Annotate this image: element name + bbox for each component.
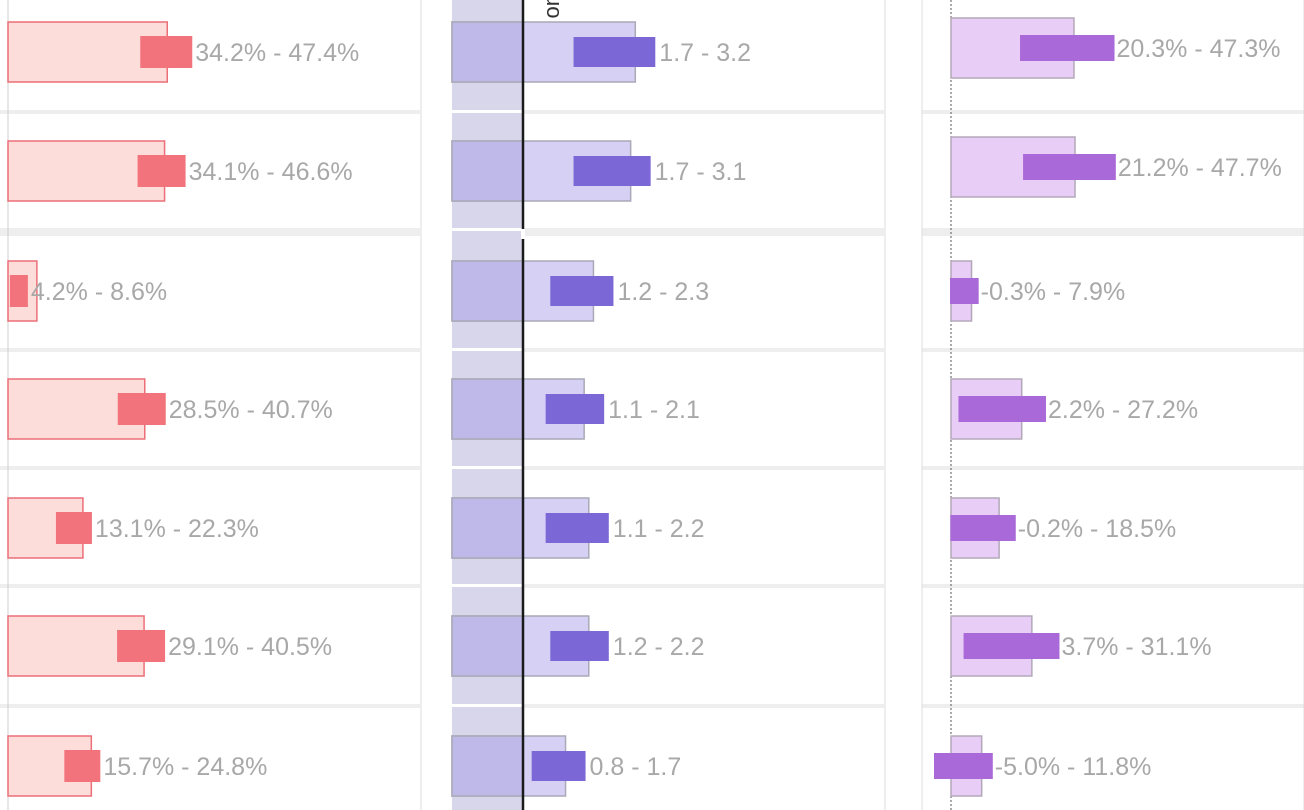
right-panel: 20.3% - 47.3% 21.2% - 47.7% -0.3% - 7.9% 2.…: [934, 0, 1282, 810]
row-separator: [922, 228, 1304, 236]
row-separator: [452, 584, 884, 588]
ratio-outer-bar-left: [451, 260, 524, 322]
diff-inner-bar: [949, 278, 979, 304]
data-label: 21.2% - 47.7%: [1118, 154, 1282, 182]
diff-inner-bar: [934, 753, 993, 779]
data-label: 1.7 - 3.2: [659, 39, 751, 67]
band-separator: [452, 110, 523, 113]
ratio-outer-bar-left: [451, 140, 524, 202]
middle-panel: uo 1.7 - 3.2 1.7 - 3.1 1.2 - 2.3 1.1 - 2.1 1.…: [451, 0, 751, 810]
risk-inner-bar: [64, 750, 101, 782]
row-separator: [922, 348, 1304, 352]
row-separator: [452, 110, 884, 114]
data-label: -0.2% - 18.5%: [1018, 515, 1176, 543]
data-label: 28.5% - 40.7%: [169, 396, 333, 424]
data-label: 2.2% - 27.2%: [1048, 396, 1198, 424]
ratio-inner-bar: [550, 276, 614, 306]
band-separator: [452, 466, 523, 469]
data-label: -5.0% - 11.8%: [995, 753, 1152, 781]
row-separator: [452, 704, 884, 708]
band-separator: [452, 348, 523, 351]
diff-inner-bar: [963, 633, 1060, 659]
data-label: 1.2 - 2.3: [617, 278, 709, 306]
diff-inner-bar: [1023, 154, 1116, 180]
data-label: 1.1 - 2.2: [613, 515, 705, 543]
diff-inner-bar: [950, 515, 1016, 541]
data-label: 4.2% - 8.6%: [31, 278, 167, 306]
data-label: 1.2 - 2.2: [613, 633, 705, 661]
band-separator: [452, 584, 523, 587]
data-label: 20.3% - 47.3%: [1117, 35, 1281, 63]
row-separator: [0, 110, 420, 114]
row-separator: [922, 110, 1304, 114]
row-separator: [0, 228, 420, 236]
risk-inner-bar: [140, 36, 193, 68]
row-separator: [922, 584, 1304, 588]
data-label: 29.1% - 40.5%: [168, 633, 332, 661]
ratio-inner-bar: [531, 751, 586, 781]
row-separator: [922, 704, 1304, 708]
risk-inner-bar: [117, 393, 166, 425]
diff-inner-bar: [1020, 35, 1115, 61]
ratio-inner-bar: [573, 37, 656, 67]
data-label: -0.3% - 7.9%: [981, 278, 1126, 306]
ratio-outer-bar-left: [451, 378, 524, 440]
risk-inner-bar: [137, 155, 186, 187]
ratio-inner-bar: [550, 631, 609, 661]
row-separator: [452, 228, 884, 236]
data-label: 34.2% - 47.4%: [195, 39, 359, 67]
row-separator: [452, 466, 884, 470]
left-panel: 34.2% - 47.4% 34.1% - 46.6% 4.2% - 8.6% 28.…: [7, 21, 359, 797]
risk-outer-bar: [7, 615, 145, 677]
axis-title: uo: [542, 0, 567, 18]
row-separator: [0, 704, 420, 708]
ratio-outer-bar-left: [451, 497, 524, 559]
ratio-outer-bar-left: [451, 21, 524, 83]
data-label: 15.7% - 24.8%: [103, 753, 267, 781]
data-label: 3.7% - 31.1%: [1061, 633, 1211, 661]
risk-inner-bar: [9, 275, 28, 307]
diff-inner-bar: [958, 396, 1046, 422]
ratio-outer-bar-left: [451, 615, 524, 677]
risk-inner-bar: [117, 630, 166, 662]
data-label: 34.1% - 46.6%: [189, 158, 353, 186]
reference-line-gap: [521, 229, 525, 239]
band-separator: [452, 704, 523, 707]
band-separator: [452, 228, 523, 231]
row-separator: [452, 348, 884, 352]
ratio-inner-bar: [573, 156, 651, 186]
data-label: 1.7 - 3.1: [655, 158, 747, 186]
data-label: 13.1% - 22.3%: [95, 515, 259, 543]
risk-inner-bar: [55, 512, 92, 544]
ratio-inner-bar: [545, 513, 609, 543]
row-separator: [0, 584, 420, 588]
data-label: 1.1 - 2.1: [608, 396, 700, 424]
row-separator: [922, 466, 1304, 470]
data-label: 0.8 - 1.7: [590, 753, 682, 781]
row-separator: [0, 466, 420, 470]
ratio-inner-bar: [545, 394, 605, 424]
row-separator: [0, 348, 420, 352]
ratio-outer-bar-left: [451, 735, 524, 797]
